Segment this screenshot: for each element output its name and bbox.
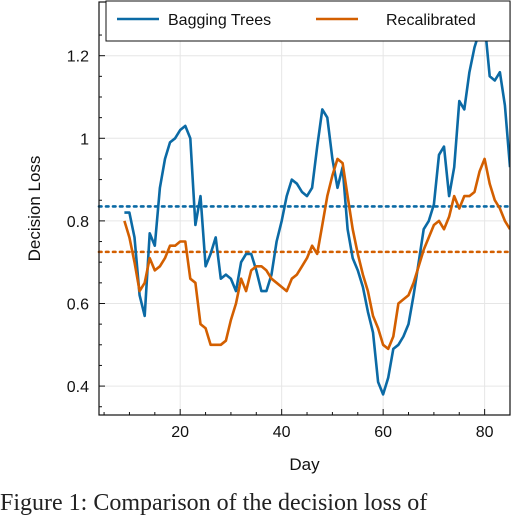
legend-label-recalibrated: Recalibrated — [386, 12, 476, 29]
x-tick-label: 80 — [476, 424, 494, 441]
x-axis-title: Day — [289, 455, 320, 474]
plot-frame — [98, 1, 511, 416]
mean-lines — [97, 205, 512, 254]
legend: Bagging Trees Recalibrated — [105, 0, 511, 42]
legend-box — [105, 0, 511, 42]
legend-label-bagging-trees: Bagging Trees — [168, 12, 271, 29]
y-tick-label: 0.6 — [67, 296, 89, 313]
decision-loss-chart: 20 40 60 800.40.60.811.2 Day Decision Loss … — [25, 0, 512, 474]
x-tick-label: 60 — [374, 424, 392, 441]
figure-caption: Figure 1: Comparison of the decision los… — [0, 490, 428, 516]
bagging-trees-series-line — [124, 21, 510, 396]
x-tick-label: 40 — [273, 424, 291, 441]
grid-layer — [99, 2, 510, 415]
y-tick-label: 0.8 — [67, 214, 89, 231]
y-axis-title: Decision Loss — [25, 156, 44, 262]
tick-layer: 20 40 60 80 0.4 0.6 0.8 1 1.2 — [67, 34, 511, 441]
y-tick-label: 1 — [80, 131, 89, 148]
series-layer — [123, 21, 510, 396]
y-tick-label: 1.2 — [67, 49, 89, 66]
y-tick-label: 0.4 — [67, 379, 89, 396]
recalibrated-series-line — [123, 157, 510, 351]
x-tick-label: 20 — [171, 424, 189, 441]
